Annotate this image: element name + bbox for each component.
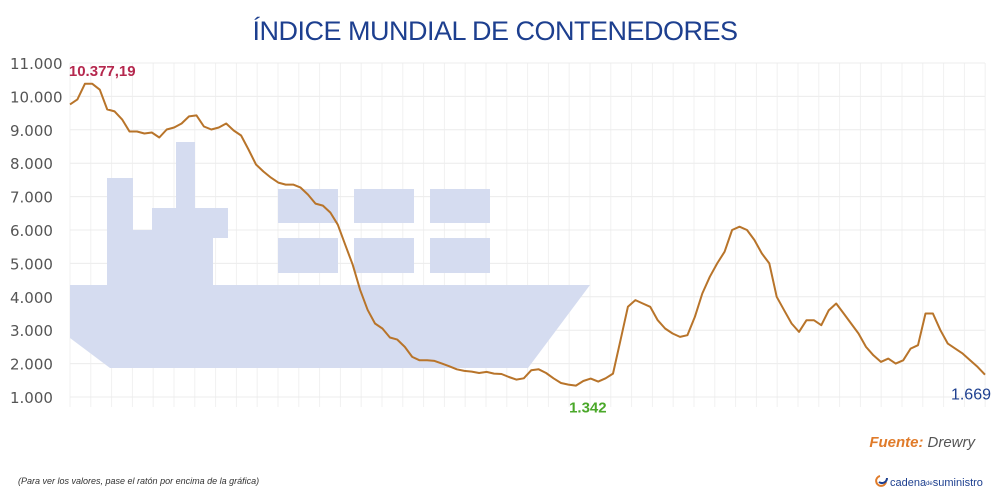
y-tick-label: 1.000	[10, 389, 53, 407]
last-label: 1.669	[951, 387, 991, 404]
footnote: (Para ver los valores, pase el ratón por…	[18, 476, 259, 486]
logo-icon	[875, 475, 887, 487]
source: Fuente: Drewry	[869, 434, 976, 451]
y-tick-label: 6.000	[10, 222, 53, 240]
brand-logo: cadenadesuministro	[875, 475, 983, 489]
container	[354, 238, 414, 273]
y-tick-label: 10.000	[10, 88, 63, 106]
container	[430, 189, 490, 223]
chart-title: ÍNDICE MUNDIAL DE CONTENEDORES	[252, 16, 737, 46]
y-tick-label: 5.000	[10, 255, 53, 273]
container	[354, 189, 414, 223]
ship-mast	[176, 142, 195, 212]
source-value: Drewry	[928, 434, 977, 451]
container	[430, 238, 490, 273]
y-axis: 1.000 2.000 3.000 4.000 5.000 6.000 7.000 8.000…	[10, 55, 63, 407]
y-tick-label: 2.000	[10, 356, 53, 374]
y-tick-label: 9.000	[10, 122, 53, 140]
series-line[interactable]	[69, 82, 986, 387]
y-tick-label: 11.000	[10, 55, 63, 73]
ship-funnel	[107, 178, 133, 286]
y-tick-label: 4.000	[10, 289, 53, 307]
container	[278, 238, 338, 273]
min-label: 1.342	[569, 400, 607, 417]
ship-illustration	[70, 142, 590, 368]
y-tick-label: 7.000	[10, 189, 53, 207]
ship-wing	[195, 208, 228, 238]
svg-text:cadenadesuministro: cadenadesuministro	[890, 477, 983, 489]
ship-hull	[70, 285, 590, 368]
source-label: Fuente:	[869, 434, 923, 451]
y-tick-label: 3.000	[10, 322, 53, 340]
max-label: 10.377,19	[69, 63, 136, 80]
y-tick-label: 8.000	[10, 155, 53, 173]
